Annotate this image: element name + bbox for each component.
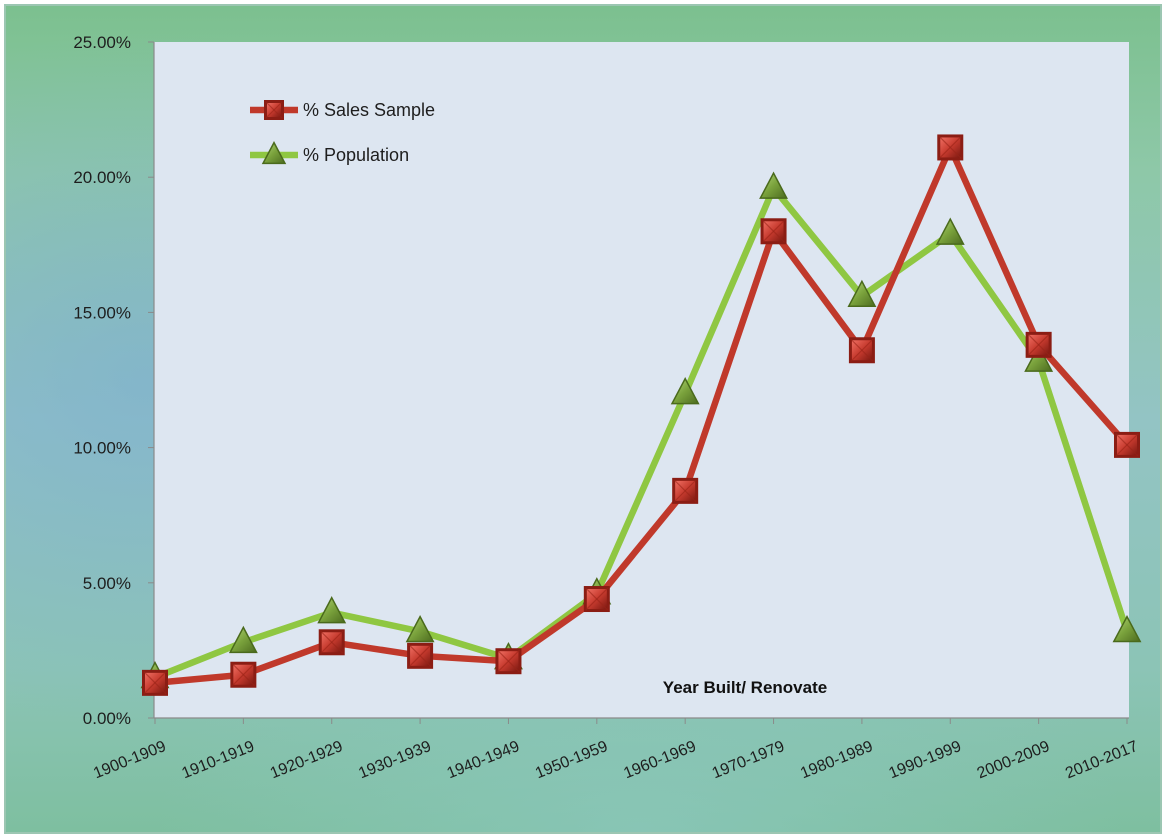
legend-item: % Sales Sample: [250, 100, 435, 120]
legend-label: % Population: [303, 145, 409, 165]
x-tick-label: 1950-1959: [533, 738, 610, 782]
sales-sample-marker: [230, 661, 257, 688]
x-tick-label: 1960-1969: [621, 738, 698, 782]
x-tick-label: 2010-2017: [1063, 738, 1140, 782]
sales-sample-marker: [1114, 431, 1140, 458]
plot-area: [154, 42, 1129, 718]
x-axis-title: Year Built/ Renovate: [663, 678, 827, 697]
population-marker: [847, 279, 877, 308]
population-marker: [405, 614, 435, 643]
x-tick-label: 1940-1949: [445, 738, 522, 782]
sales-sample-marker: [1025, 331, 1052, 358]
y-tick-label: 5.00%: [83, 574, 131, 593]
x-tick-label: 1970-1979: [710, 738, 787, 782]
series-layer: [140, 134, 1142, 696]
population-marker: [1112, 614, 1142, 643]
y-tick-label: 25.00%: [73, 33, 131, 52]
legend-item: % Population: [250, 140, 409, 165]
population-marker: [1024, 344, 1054, 372]
population-marker: [228, 625, 258, 654]
population-marker: [670, 377, 700, 405]
x-tick-label: 1900-1909: [91, 738, 168, 782]
sales-sample-marker: [142, 669, 168, 696]
sales-sample-marker: [672, 477, 699, 504]
population-marker: [935, 217, 965, 245]
x-tick-label: 1910-1919: [180, 738, 257, 782]
population-marker: [759, 171, 788, 199]
x-tick-label: 1930-1939: [356, 738, 433, 782]
legend-triangle-marker: [261, 140, 287, 165]
legend-label: % Sales Sample: [303, 100, 435, 120]
x-tick-label: 1990-1999: [886, 738, 963, 782]
sales-sample-line: [151, 144, 1131, 687]
sales-sample-marker: [937, 134, 964, 161]
y-axis-ticks: 0.00% 5.00% 10.00% 15.00% 20.00% 25.00%: [73, 33, 154, 728]
sales-sample-marker: [318, 629, 345, 656]
x-tick-label: 2000-2009: [975, 738, 1052, 782]
sales-sample-marker: [760, 218, 787, 245]
x-tick-label: 1920-1929: [268, 738, 345, 782]
legend: % Sales Sample % Population: [250, 100, 435, 165]
sales-sample-marker: [407, 642, 434, 669]
x-axis-ticks: 1900-1909 1910-1919 1920-1929 1930-1939 1940…: [91, 718, 1141, 782]
series-sales-sample: [142, 134, 1140, 696]
y-tick-label: 0.00%: [83, 709, 131, 728]
sales-sample-marker: [583, 586, 610, 613]
axes: [153, 42, 1129, 719]
sales-sample-marker: [495, 648, 522, 675]
legend-square-marker: [264, 100, 284, 120]
population-marker: [317, 596, 347, 624]
x-tick-label: 1980-1989: [798, 738, 875, 782]
y-tick-label: 20.00%: [73, 168, 131, 187]
population-line: [151, 184, 1131, 681]
y-tick-label: 10.00%: [73, 439, 131, 458]
sales-sample-marker: [848, 337, 875, 364]
y-tick-label: 15.00%: [73, 303, 131, 322]
